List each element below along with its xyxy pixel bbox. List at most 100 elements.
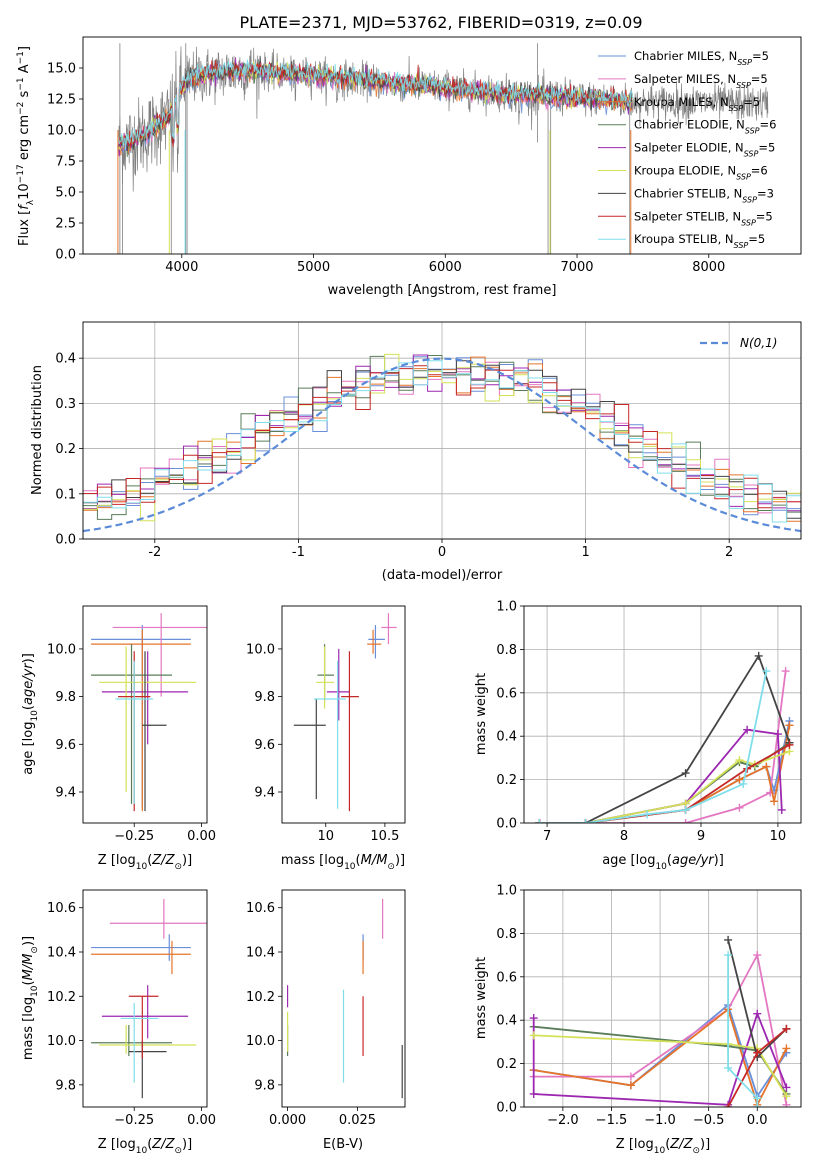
label-part: age [: [602, 853, 635, 868]
x-axis-label: mass [log10(M/M⊙)]: [281, 853, 405, 872]
legend-entry: Kroupa STELIB, NSSP=5: [634, 232, 765, 250]
panel-residuals: -2 -1 0 1 2 0.0 0.1 0.2 0.3 0.4 N(0,1) (data-model)…: [30, 321, 802, 583]
legend-entry: Kroupa MILES, NSSP=5: [634, 95, 760, 113]
label-part: (: [21, 980, 36, 985]
axes-frame: [523, 605, 802, 824]
label-part: log: [21, 997, 36, 1017]
label-part: (: [21, 705, 36, 710]
label-part: 10: [344, 862, 356, 872]
legend-entry: Kroupa ELODIE, NSSP=6: [634, 164, 768, 182]
plot-area-weights_vs_Z: [529, 935, 791, 1107]
y-tick-label: 0.6: [496, 970, 517, 985]
x-tick-label: −0.25: [114, 1113, 154, 1128]
label-part: ⊙: [174, 1146, 182, 1156]
y-tick-label: 5.0: [55, 186, 76, 201]
y-tick-label: 10.4: [246, 946, 275, 961]
plot-area-weights_vs_age: [535, 651, 794, 823]
weight-marker: [782, 1044, 791, 1053]
panel-age_vs_Z: −0.25 0.009.49.69.810.0Z [log10(Z/Z⊙)]age…: [21, 605, 216, 872]
label-part: log: [636, 853, 656, 868]
y-axis-label: mass [log10(M/M⊙)]: [21, 936, 40, 1060]
y-tick-label: 0.2: [496, 773, 517, 788]
panel-mass_vs_EBV: 0.000 0.025 9.8 10.0 10.2 10.4 10.6 E(B-V): [246, 889, 406, 1152]
x-tick-label: 5000: [297, 260, 330, 275]
legend-n: =6: [760, 118, 777, 132]
legend-sub: SSP: [741, 218, 756, 227]
x-axis-label: E(B-V): [323, 1137, 363, 1152]
weight-marker: [643, 810, 652, 819]
y-tick-label: 1.0: [496, 600, 517, 615]
label-part: 10: [136, 1146, 148, 1156]
legend-sub: SSP: [729, 103, 744, 112]
axes-frame: [82, 321, 802, 540]
label-part: Z [: [616, 1137, 634, 1152]
weight-marker: [581, 819, 590, 823]
legend-sub: SSP: [736, 80, 751, 89]
x-tick-label: 6000: [429, 260, 462, 275]
label-part: mass [: [281, 853, 324, 868]
axes-frame: [281, 605, 406, 824]
label-part: s: [17, 90, 32, 101]
y-axis-label: mass weight: [474, 673, 489, 755]
label-part: Z [: [98, 853, 116, 868]
y-tick-label: 0.2: [55, 442, 76, 457]
plot-area-mass_vs_Z: [91, 898, 207, 1099]
y-tick-label: 9.8: [254, 690, 275, 705]
legend-residuals: N(0,1): [700, 336, 777, 350]
plot-area-spectrum: [117, 43, 769, 254]
weight-marker: [753, 1103, 762, 1107]
legend-text: Chabrier ELODIE, N: [634, 118, 745, 132]
weight-marker: [781, 667, 790, 676]
plot-area-age_vs_Z: [91, 613, 207, 812]
y-tick-label: 10.6: [246, 901, 275, 916]
label-part: mass [: [21, 1017, 36, 1060]
label-part: )]: [395, 853, 405, 868]
label-part: (: [667, 853, 672, 868]
x-axis-label: Z [log10(Z/Z⊙)]: [98, 853, 192, 872]
x-tick-label: 10: [317, 829, 334, 844]
weight-marker: [753, 1094, 762, 1103]
weight-marker: [529, 1089, 538, 1098]
y-tick-label: 9.8: [55, 1078, 76, 1093]
legend-text: Kroupa MILES, N: [634, 95, 729, 109]
label-part: log: [116, 853, 136, 868]
y-tick-label: 9.6: [254, 738, 275, 753]
panel-weights_vs_Z: −2.0 −1.5 −1.0 −0.5 0.0 0.0 0.2 0.4 0.6 0.8 1.0 Z […: [474, 884, 802, 1156]
label-part: )]: [182, 853, 192, 868]
y-tick-label: 0.4: [55, 352, 76, 367]
y-tick-label: 10.0: [47, 1034, 76, 1049]
y-tick-label: 9.6: [55, 738, 76, 753]
x-axis-label: Z [log10(Z/Z⊙)]: [616, 1137, 710, 1156]
legend-n: =5: [743, 95, 760, 109]
weight-marker: [735, 756, 744, 765]
weight-marker: [529, 1031, 538, 1040]
y-tick-label: 9.8: [254, 1078, 275, 1093]
label-part: age/yr: [672, 853, 715, 868]
y-tick-label: 10.0: [246, 642, 275, 657]
weight-marker: [743, 725, 752, 734]
weight-marker: [782, 1100, 791, 1107]
x-tick-label: -2: [148, 545, 161, 560]
plot-area-mass_vs_EBV: [286, 898, 403, 1099]
weight-marker: [753, 1048, 762, 1057]
weight-marker: [777, 805, 786, 814]
x-axis-label: Z [log10(Z/Z⊙)]: [98, 1137, 192, 1156]
y-tick-label: 10.4: [47, 946, 76, 961]
label-part: Z/Z: [151, 1137, 175, 1152]
weight-line-kroupa-elodie: [533, 1034, 788, 1097]
label-part: 10: [655, 862, 667, 872]
y-tick-label: 2.5: [55, 217, 76, 232]
label-part: (: [147, 853, 152, 868]
label-part: ⊙: [30, 946, 40, 954]
y-tick-label: 0.0: [55, 248, 76, 263]
weight-marker: [782, 1092, 791, 1101]
x-tick-label: −2.0: [547, 1113, 579, 1128]
x-tick-label: 7000: [560, 260, 593, 275]
y-tick-label: 0.0: [496, 1101, 517, 1116]
weight-line-salpeter-elodie: [539, 728, 783, 823]
x-tick-label: 2: [725, 545, 733, 560]
legend-entry: Salpeter ELODIE, NSSP=5: [634, 141, 775, 159]
y-tick-label: 10.2: [246, 990, 275, 1005]
y-tick-label: 9.4: [55, 786, 76, 801]
x-tick-label: 4000: [165, 260, 198, 275]
